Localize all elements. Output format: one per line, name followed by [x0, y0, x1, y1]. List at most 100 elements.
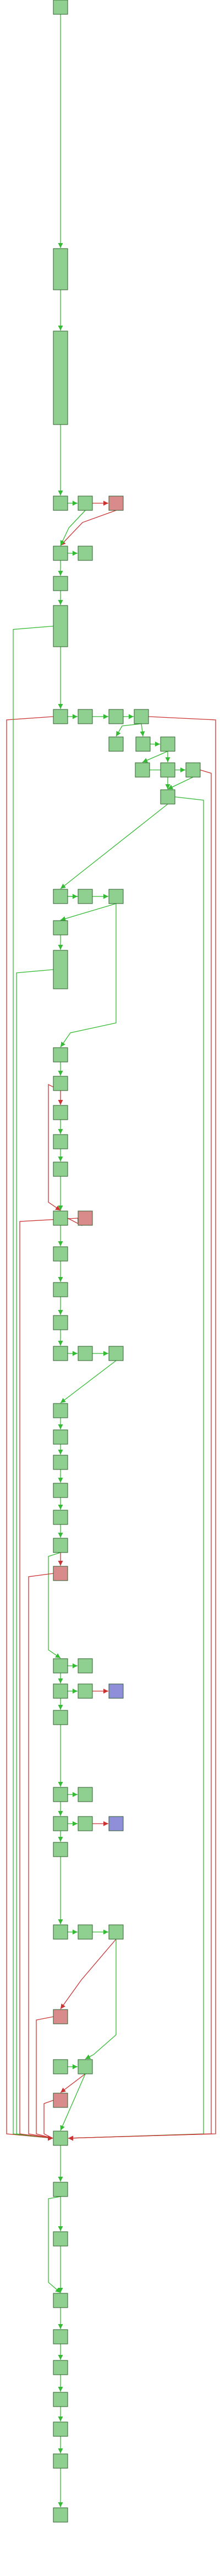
graph-node-56 — [78, 1816, 93, 1831]
graph-node-16 — [135, 736, 151, 752]
graph-node-63 — [53, 2059, 68, 2074]
graph-node-60 — [78, 1924, 93, 1940]
graph-node-39 — [108, 1346, 124, 1361]
graph-edge-arrowhead-17 — [155, 741, 160, 747]
graph-node-12 — [78, 709, 93, 724]
graph-node-40 — [53, 1403, 68, 1418]
graph-node-35 — [53, 1282, 68, 1297]
graph-node-6-exit — [108, 496, 124, 511]
graph-edge-arrowhead-4 — [73, 500, 78, 506]
graph-node-24 — [108, 889, 124, 904]
graph-edge-arrowhead-7 — [60, 540, 65, 546]
graph-node-9 — [53, 576, 68, 591]
graph-node-30 — [53, 1134, 68, 1149]
graph-edge-arrowhead-55 — [58, 1782, 63, 1787]
graph-node-8 — [78, 546, 93, 561]
graph-edge-arrowhead-63 — [103, 1929, 108, 1935]
graph-node-19 — [160, 762, 175, 778]
graph-edge-26 — [60, 903, 117, 921]
graph-edge-arrowhead-44 — [58, 1450, 63, 1455]
graph-edge-arrowhead-27 — [58, 945, 63, 950]
graph-node-2 — [53, 248, 68, 290]
graph-edge-arrowhead-42 — [61, 1397, 66, 1403]
graph-edge-23 — [60, 803, 168, 889]
graph-edge-arrowhead-20 — [180, 767, 185, 773]
graph-edge-arrowhead-65 — [85, 2054, 91, 2059]
graph-node-57-call — [108, 1816, 124, 1831]
graph-node-61 — [108, 1924, 124, 1940]
graph-node-62-exit — [53, 2009, 68, 2024]
graph-edge-7 — [60, 510, 86, 546]
graph-node-54 — [78, 1787, 93, 1802]
graph-node-38 — [78, 1346, 93, 1361]
graph-node-31 — [53, 1162, 68, 1177]
graph-edge-arrowhead-2 — [58, 326, 63, 331]
graph-node-44 — [53, 1510, 68, 1525]
graph-node-75 — [53, 2507, 68, 2523]
graph-edge-64 — [60, 1939, 117, 2010]
graph-node-36 — [53, 1315, 68, 1330]
graph-edge-arrowhead-39 — [58, 1341, 63, 1346]
graph-edge-arrowhead-58 — [73, 1821, 78, 1826]
graph-node-5 — [78, 496, 93, 511]
graph-node-15 — [108, 736, 124, 752]
graph-node-26 — [53, 950, 68, 989]
graph-node-59 — [53, 1924, 68, 1940]
graph-node-58 — [53, 1842, 68, 1857]
graph-edge-arrowhead-30 — [58, 1100, 63, 1105]
graph-edge-arrowhead-49 — [55, 1653, 61, 1658]
graph-edge-arrowhead-57 — [58, 1811, 63, 1816]
graph-edge-arrowhead-11 — [58, 704, 63, 709]
graph-edge-arrowhead-72 — [55, 2287, 61, 2293]
edge-layer — [6, 14, 216, 2507]
graph-node-73 — [53, 2421, 68, 2437]
graph-edge-arrowhead-76 — [58, 2417, 63, 2421]
graph-edge-arrowhead-48 — [58, 1561, 63, 1566]
graph-node-46-exit — [53, 1566, 68, 1581]
graph-node-52 — [53, 1710, 68, 1725]
graph-return-edge-3 — [16, 969, 54, 2139]
graph-edge-arrowhead-25 — [103, 894, 108, 899]
graph-node-65-exit — [53, 2093, 68, 2108]
graph-edge-arrowhead-40 — [73, 1351, 78, 1356]
graph-edge-arrowhead-71 — [58, 2288, 63, 2293]
graph-edge-arrowhead-69 — [58, 2177, 63, 2182]
graph-node-3 — [53, 331, 68, 425]
graph-node-67 — [53, 2182, 68, 2197]
graph-node-50 — [78, 1683, 93, 1699]
graph-edge-15 — [116, 723, 142, 737]
graph-edge-arrowhead-31 — [58, 1129, 63, 1134]
graph-node-10 — [53, 605, 68, 647]
graph-node-25 — [53, 920, 68, 935]
graph-edge-arrowhead-37 — [58, 1277, 63, 1282]
graph-node-64 — [78, 2059, 93, 2074]
graph-edge-arrowhead-16 — [140, 731, 145, 736]
graph-edge-arrowhead-22 — [165, 784, 170, 789]
graph-edge-arrowhead-61 — [58, 1919, 63, 1924]
graph-edge-arrowhead-33 — [58, 1206, 63, 1210]
graph-edge-arrowhead-46 — [58, 1505, 63, 1510]
graph-node-71 — [53, 2360, 68, 2375]
graph-edge-arrowhead-66 — [73, 2064, 78, 2069]
graph-node-13 — [108, 709, 124, 724]
graph-node-7 — [53, 546, 68, 561]
graph-edge-arrowhead-29 — [58, 1071, 63, 1076]
graph-node-1 — [53, 0, 68, 15]
graph-edge-arrowhead-74 — [58, 2355, 63, 2360]
graph-node-32 — [53, 1210, 68, 1226]
graph-node-33-exit — [78, 1210, 93, 1226]
graph-edge-arrowhead-59 — [103, 1821, 108, 1826]
graph-node-41 — [53, 1429, 68, 1445]
graph-node-66 — [53, 2131, 68, 2146]
graph-node-74 — [53, 2453, 68, 2469]
graph-edge-arrowhead-38 — [58, 1310, 63, 1315]
graph-edge-arrowhead-75 — [58, 2387, 63, 2392]
graph-node-68 — [53, 2231, 68, 2247]
graph-edge-arrowhead-1 — [58, 243, 63, 248]
graph-node-69 — [53, 2293, 68, 2308]
graph-edge-arrowhead-19 — [165, 757, 170, 762]
graph-node-18 — [135, 762, 150, 778]
graph-edge-arrowhead-21 — [168, 785, 174, 790]
graph-edge-6 — [60, 510, 117, 546]
graph-edge-42 — [60, 1360, 117, 1403]
